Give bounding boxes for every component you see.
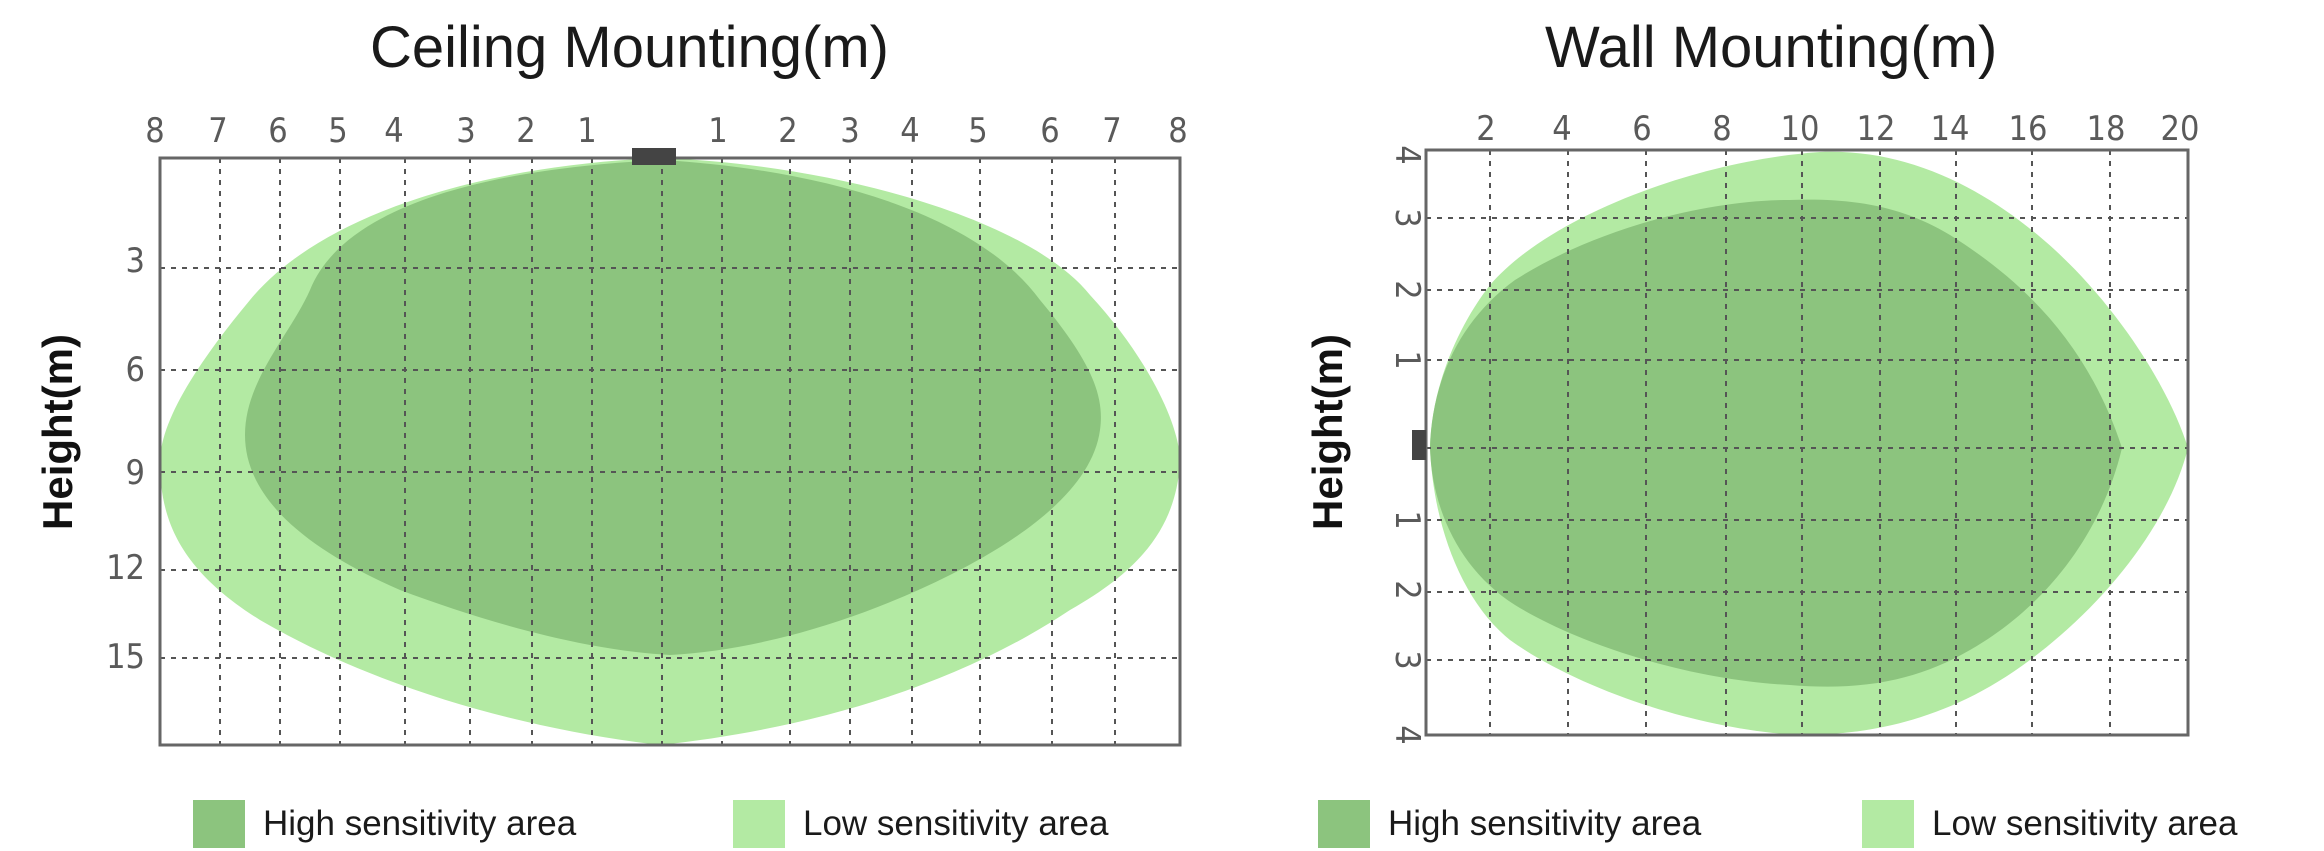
wall-top-tick: 2 [1476,109,1495,149]
ceiling-top-tick: 1 [577,111,596,151]
wall-top-tick: 10 [1781,109,1820,149]
wall-top-tick: 12 [1857,109,1896,149]
ceiling-top-tick: 2 [778,111,797,151]
ceiling-high-sensitivity-area [245,160,1101,655]
ceiling-top-tick: 2 [516,111,535,151]
ceiling-left-tick: 3 [126,241,145,281]
wall-top-tick: 14 [1931,109,1970,149]
wall-top-tick: 8 [1712,109,1731,149]
legend-swatch-low [1862,800,1914,848]
ceiling-sensor-icon [632,148,676,165]
ceiling-mounting-title: Ceiling Mounting(m) [370,15,889,80]
wall-top-axis: 2 4 6 8 10 12 14 16 18 20 [1476,109,2199,149]
wall-grid [1424,148,2190,737]
ceiling-top-tick: 3 [840,111,859,151]
wall-left-tick: 3 [1387,208,1427,227]
ceiling-left-tick: 9 [126,453,145,493]
wall-sensor-icon [1412,430,1426,460]
wall-left-tick: 1 [1387,510,1427,529]
ceiling-grid [158,156,1182,747]
wall-left-tick: 1 [1387,350,1427,369]
ceiling-top-tick: 1 [708,111,727,151]
legend-label-high: High sensitivity area [1388,804,1702,843]
wall-y-axis-label: Height(m) [1304,334,1351,530]
wall-left-tick: 4 [1387,725,1427,744]
wall-top-tick: 16 [2009,109,2048,149]
ceiling-top-tick: 4 [384,111,403,151]
legend-swatch-high [193,800,245,848]
wall-left-tick: 2 [1387,580,1427,599]
wall-top-tick: 4 [1552,109,1571,149]
legend-label-low: Low sensitivity area [803,804,1109,843]
ceiling-top-tick: 4 [900,111,919,151]
ceiling-legend-low: Low sensitivity area [733,800,1108,848]
ceiling-panel: 8 7 6 5 4 3 2 1 1 2 3 4 5 6 7 8 3 6 9 12… [34,111,1188,747]
wall-left-tick: 3 [1387,650,1427,669]
wall-top-tick: 20 [2161,109,2200,149]
ceiling-top-tick: 6 [1040,111,1059,151]
legend-swatch-high [1318,800,1370,848]
ceiling-left-tick: 15 [106,637,145,677]
wall-high-sensitivity-area [1430,199,2122,687]
ceiling-left-axis: 3 6 9 12 15 [106,241,145,677]
ceiling-top-tick: 6 [268,111,287,151]
ceiling-top-tick: 8 [145,111,164,151]
wall-top-tick: 6 [1632,109,1651,149]
wall-left-axis: 4 3 2 1 1 2 3 4 [1387,145,1427,744]
ceiling-top-tick: 8 [1168,111,1187,151]
wall-left-tick: 2 [1387,280,1427,299]
wall-mounting-title: Wall Mounting(m) [1545,15,1998,80]
ceiling-top-tick: 5 [968,111,987,151]
legend-label-high: High sensitivity area [263,804,577,843]
legend-label-low: Low sensitivity area [1932,804,2238,843]
wall-panel: 2 4 6 8 10 12 14 16 18 20 4 3 2 1 1 2 3 … [1304,109,2199,745]
ceiling-legend-high: High sensitivity area [193,800,576,848]
wall-legend-high: High sensitivity area [1318,800,1701,848]
wall-legend-low: Low sensitivity area [1862,800,2237,848]
ceiling-top-tick: 5 [328,111,347,151]
ceiling-top-tick: 3 [456,111,475,151]
wall-top-tick: 18 [2087,109,2126,149]
legend-swatch-low [733,800,785,848]
ceiling-left-tick: 6 [126,350,145,390]
ceiling-top-tick: 7 [1102,111,1121,151]
ceiling-left-tick: 12 [106,548,145,588]
ceiling-top-axis: 8 7 6 5 4 3 2 1 1 2 3 4 5 6 7 8 [145,111,1187,151]
ceiling-y-axis-label: Height(m) [34,334,81,530]
ceiling-top-tick: 7 [208,111,227,151]
wall-left-tick: 4 [1387,145,1427,164]
